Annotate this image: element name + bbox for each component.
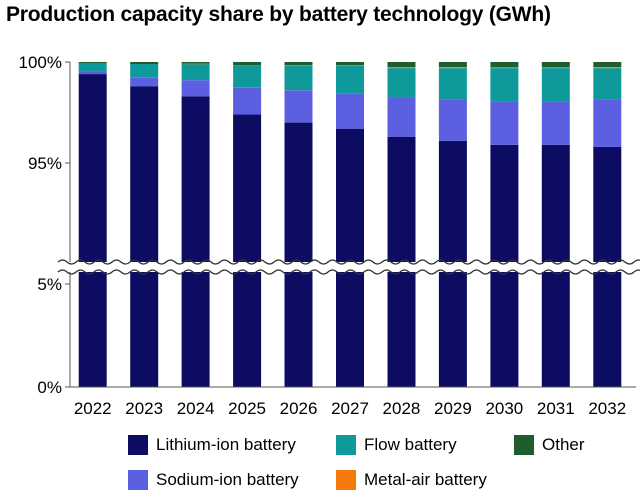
x-tick-label: 2026 [280, 399, 318, 418]
axes-group [65, 61, 636, 388]
bar-segment-2030-3 [490, 67, 519, 68]
y-tick-label: 5% [37, 275, 62, 294]
x-tick-label: 2028 [383, 399, 421, 418]
bar-segment-2032-1 [593, 99, 622, 147]
bar-segment-2027-4 [336, 62, 364, 66]
x-tick-label: 2031 [537, 399, 575, 418]
x-tick-label: 2030 [485, 399, 523, 418]
bar-segment-2023-0 [130, 86, 159, 387]
bar-segment-2028-4 [387, 62, 416, 68]
bar-segment-2025-4 [233, 62, 262, 66]
bar-segment-2029-3 [438, 67, 467, 69]
bar-segment-2032-3 [593, 67, 622, 69]
x-tick-label: 2025 [228, 399, 266, 418]
bar-segment-2026-2 [284, 66, 313, 91]
bar-segment-2027-3 [336, 65, 364, 66]
bar-segment-2031-2 [541, 68, 570, 102]
bar-segment-2027-2 [336, 66, 364, 94]
y-tick-label: 95% [28, 154, 62, 173]
axis-break-group [56, 259, 640, 275]
bar-segment-2024-0 [181, 96, 210, 388]
bar-segment-2022-2 [78, 63, 107, 72]
y-tick-labels: 0% 5% 95% 100% [19, 53, 62, 397]
bar-segment-2025-2 [233, 66, 262, 88]
chart-title: Production capacity share by battery tec… [6, 3, 551, 26]
bar-segment-2024-1 [181, 80, 210, 97]
bar-segment-2022-4 [78, 62, 107, 63]
bars-group [78, 62, 622, 388]
bar-segment-2031-3 [541, 67, 570, 68]
bar-segment-2030-4 [490, 62, 519, 68]
bar-segment-2029-4 [438, 62, 467, 67]
bar-segment-2025-3 [233, 65, 262, 66]
bar-segment-2031-4 [541, 62, 570, 68]
x-tick-label: 2027 [331, 399, 369, 418]
bar-segment-2029-2 [438, 68, 467, 100]
bar-segment-2032-2 [593, 68, 622, 100]
y-tick-label: 0% [37, 378, 62, 397]
bar-segment-2030-1 [490, 101, 519, 145]
bar-segment-2028-3 [387, 67, 416, 69]
bar-segment-2026-4 [284, 62, 313, 66]
bar-segment-2022-1 [78, 71, 107, 75]
bar-segment-2028-2 [387, 68, 416, 98]
x-tick-label: 2022 [74, 399, 112, 418]
bar-segment-2024-3 [181, 63, 210, 65]
bar-segment-2024-2 [181, 64, 210, 81]
axis-break-band [56, 262, 638, 272]
bar-segment-2024-4 [181, 62, 210, 64]
axis-break-wave [57, 259, 640, 265]
x-tick-label: 2029 [434, 399, 472, 418]
bar-segment-2023-2 [130, 64, 159, 78]
bar-segment-2032-4 [593, 62, 622, 67]
bar-segment-2025-0 [233, 114, 262, 387]
bar-segment-2023-1 [130, 77, 159, 87]
y-tick-label: 100% [19, 53, 62, 72]
x-tick-labels: 2022 2023 2024 2025 2026 2027 2028 2029 2030 2031… [74, 399, 626, 418]
bar-segment-2027-0 [336, 128, 364, 387]
x-tick-label: 2023 [125, 399, 163, 418]
x-tick-label: 2024 [177, 399, 215, 418]
axis-break-wave [57, 269, 640, 275]
bar-segment-2030-2 [490, 68, 519, 102]
bar-segment-2023-4 [130, 62, 159, 64]
bar-segment-2027-1 [336, 93, 364, 129]
bar-segment-2029-1 [438, 99, 467, 141]
bar-segment-2022-0 [78, 74, 107, 387]
bar-segment-2031-1 [541, 101, 570, 145]
x-tick-label: 2032 [588, 399, 626, 418]
bar-segment-2025-1 [233, 87, 262, 115]
bar-segment-2026-1 [284, 90, 313, 123]
bar-segment-2028-0 [387, 136, 416, 387]
bar-segment-2026-0 [284, 122, 313, 387]
bar-segment-2028-1 [387, 97, 416, 137]
bar-segment-2026-3 [284, 65, 313, 66]
